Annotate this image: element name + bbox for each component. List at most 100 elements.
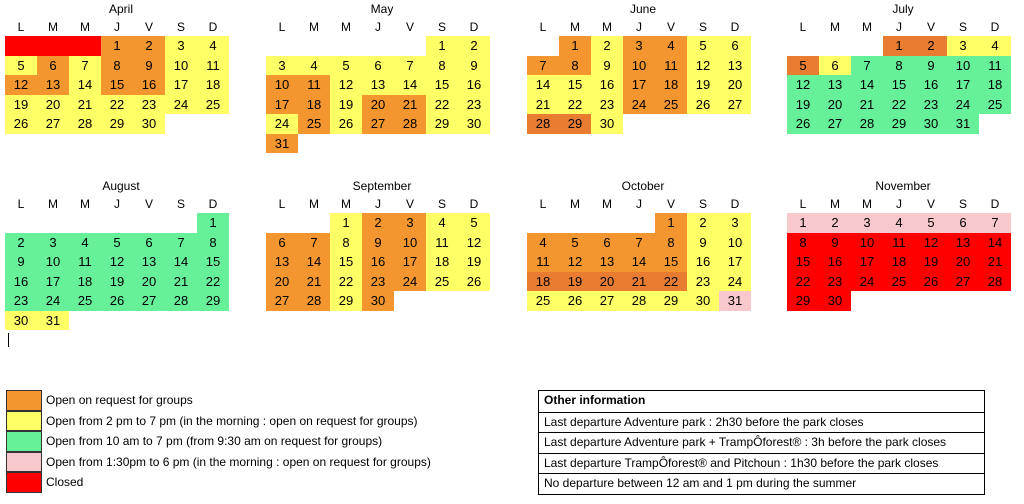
day-cell: 18 — [426, 252, 458, 272]
day-cell: 27 — [362, 114, 394, 134]
day-cell: 5 — [5, 55, 37, 75]
day-cell: 21 — [851, 94, 883, 114]
legend-item: Open from 2 pm to 7 pm (in the morning :… — [6, 410, 466, 431]
day-cell: 28 — [527, 114, 559, 134]
day-cell: 3 — [851, 213, 883, 233]
day-cell: 4 — [979, 36, 1011, 56]
legend-item: Open from 10 am to 7 pm (from 9:30 am on… — [6, 431, 466, 452]
day-cell: 14 — [527, 75, 559, 95]
day-cell: 19 — [915, 252, 947, 272]
day-cell: 22 — [101, 94, 133, 114]
day-cell: 11 — [197, 55, 229, 75]
day-cell: 27 — [819, 114, 851, 134]
day-cell: 5 — [915, 213, 947, 233]
day-cell: 2 — [133, 36, 165, 56]
day-cell: 6 — [362, 55, 394, 75]
weekday-label: M — [341, 20, 351, 34]
day-cell: 14 — [623, 252, 655, 272]
day-cell: 16 — [591, 75, 623, 95]
day-cell: 20 — [947, 252, 979, 272]
day-cell: 10 — [719, 232, 751, 252]
day-cell: 17 — [851, 252, 883, 272]
weekday-label: V — [666, 20, 675, 34]
day-cell: 11 — [883, 232, 915, 252]
day-cell: 8 — [787, 232, 819, 252]
weekday-label: D — [990, 20, 1000, 34]
day-cell: 28 — [851, 114, 883, 134]
day-cell: 24 — [947, 94, 979, 114]
day-cell: 30 — [915, 114, 947, 134]
day-cell: 14 — [298, 252, 330, 272]
weekday-label: M — [830, 20, 840, 34]
legend-label: Open from 10 am to 7 pm (from 9:30 am on… — [46, 434, 383, 449]
day-grid: 1 2 3 4 5 6 7 8 9 10 11 12 13 14 15 16 17 18 19 20 21 22 23 24 2… — [787, 36, 1019, 134]
day-cell: 1 — [559, 36, 591, 56]
day-cell: 9 — [915, 55, 947, 75]
day-cell: 3 — [623, 36, 655, 56]
weekday-label: D — [730, 197, 740, 211]
weekday-label: M — [309, 20, 319, 34]
day-cell: 15 — [559, 75, 591, 95]
day-cell: 6 — [719, 36, 751, 56]
empty-cell — [266, 36, 298, 56]
day-cell: 16 — [687, 252, 719, 272]
weekday-label: J — [896, 197, 902, 211]
day-cell: 22 — [197, 271, 229, 291]
legend-swatch — [6, 410, 42, 431]
month-october: October L M M J V S D 1 2 3 4 5 6 7 8 9 10 11 12 13 14 15 16 17 1… — [527, 177, 759, 311]
weekday-label: D — [469, 20, 479, 34]
empty-cell — [591, 213, 623, 233]
day-cell: 9 — [133, 55, 165, 75]
weekday-label: S — [698, 20, 707, 34]
day-grid: 1 2 3 4 5 6 7 8 9 10 11 12 13 14 15 16 17 18 19 20 21 22 23 24 2… — [787, 213, 1019, 311]
day-cell: 21 — [298, 271, 330, 291]
weekday-label: S — [698, 197, 707, 211]
day-cell: 22 — [559, 94, 591, 114]
day-cell: 7 — [979, 213, 1011, 233]
day-cell: 26 — [5, 114, 37, 134]
day-cell: 6 — [819, 55, 851, 75]
day-cell: 19 — [330, 94, 362, 114]
weekday-label: S — [176, 197, 185, 211]
day-cell: 15 — [101, 75, 133, 95]
empty-cell — [5, 213, 37, 233]
empty-cell — [851, 36, 883, 56]
day-cell: 8 — [655, 232, 687, 252]
day-cell: 24 — [165, 94, 197, 114]
day-cell: 14 — [394, 75, 426, 95]
weekday-label: V — [405, 20, 414, 34]
day-cell: 4 — [69, 232, 101, 252]
empty-cell — [527, 36, 559, 56]
empty-cell — [165, 213, 197, 233]
day-cell: 21 — [527, 94, 559, 114]
day-cell: 12 — [101, 252, 133, 272]
month-april: April L M M J V S D 1 2 3 4 5 6 7 8 9 10 11 12 13 14 15 16 17 18 1… — [5, 0, 237, 134]
day-cell: 16 — [915, 75, 947, 95]
month-august: August L M M J V S D 1 2 3 4 5 6 7 8 9 10 11 12 13 14 15 16 17 18… — [5, 177, 237, 330]
day-cell: 12 — [915, 232, 947, 252]
weekday-label: S — [437, 197, 446, 211]
day-cell: 2 — [591, 36, 623, 56]
day-cell: 12 — [559, 252, 591, 272]
day-cell: 26 — [458, 271, 490, 291]
day-cell: 23 — [915, 94, 947, 114]
month-november: November L M M J V S D 1 2 3 4 5 6 7 8 9 10 11 12 13 14 15 16 17… — [787, 177, 1019, 311]
info-row: Last departure Adventure park + TrampÔfo… — [539, 432, 984, 453]
weekday-label: V — [666, 197, 675, 211]
day-cell: 30 — [687, 291, 719, 311]
day-cell: 20 — [819, 94, 851, 114]
day-cell: 30 — [591, 114, 623, 134]
weekday-label: M — [602, 197, 612, 211]
day-cell: 7 — [851, 55, 883, 75]
day-cell: 29 — [197, 291, 229, 311]
legend: Open on request for groups Open from 2 pm… — [6, 390, 466, 493]
day-cell: 6 — [133, 232, 165, 252]
day-cell: 15 — [883, 75, 915, 95]
day-cell: 1 — [330, 213, 362, 233]
day-cell: 8 — [426, 55, 458, 75]
day-cell: 26 — [330, 114, 362, 134]
day-cell: 13 — [719, 55, 751, 75]
